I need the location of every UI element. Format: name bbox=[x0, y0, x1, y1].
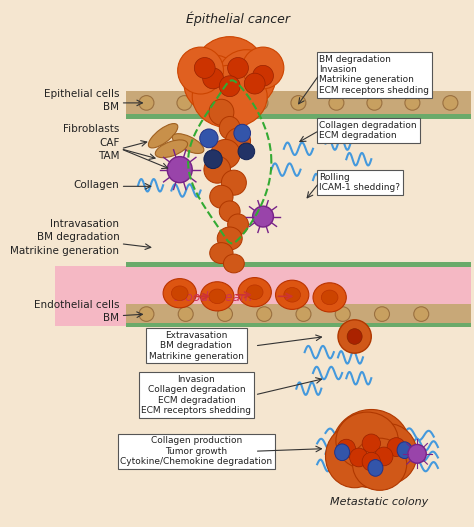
Text: Rolling
ICAM-1 shedding?: Rolling ICAM-1 shedding? bbox=[319, 173, 400, 192]
Ellipse shape bbox=[192, 65, 267, 128]
Ellipse shape bbox=[184, 55, 242, 112]
Ellipse shape bbox=[336, 412, 398, 470]
Ellipse shape bbox=[200, 129, 218, 148]
FancyBboxPatch shape bbox=[55, 326, 471, 524]
Text: Collagen degradation
ECM degradation: Collagen degradation ECM degradation bbox=[319, 121, 417, 140]
Ellipse shape bbox=[326, 425, 384, 487]
FancyBboxPatch shape bbox=[55, 266, 471, 326]
Ellipse shape bbox=[178, 47, 223, 94]
Ellipse shape bbox=[246, 285, 263, 299]
Text: Metastatic colony: Metastatic colony bbox=[330, 497, 429, 507]
Ellipse shape bbox=[219, 201, 240, 222]
Text: Invasion
Collagen degradation
ECM degradation
ECM receptors shedding: Invasion Collagen degradation ECM degrad… bbox=[141, 375, 251, 415]
Ellipse shape bbox=[215, 95, 230, 110]
Ellipse shape bbox=[210, 242, 233, 264]
Ellipse shape bbox=[329, 95, 344, 110]
Ellipse shape bbox=[350, 448, 368, 467]
Ellipse shape bbox=[244, 73, 265, 94]
Ellipse shape bbox=[234, 124, 251, 142]
Ellipse shape bbox=[172, 286, 188, 300]
Ellipse shape bbox=[139, 95, 154, 110]
Ellipse shape bbox=[209, 289, 226, 304]
Ellipse shape bbox=[194, 57, 215, 79]
Ellipse shape bbox=[218, 307, 232, 321]
Ellipse shape bbox=[362, 452, 381, 471]
Text: Extravasation
BM degradation
Matrikine generation: Extravasation BM degradation Matrikine g… bbox=[149, 331, 244, 361]
Text: Endothelial cells
BM: Endothelial cells BM bbox=[34, 300, 119, 323]
Ellipse shape bbox=[353, 438, 407, 490]
Text: Bloodstream: Bloodstream bbox=[173, 291, 253, 304]
Ellipse shape bbox=[347, 329, 362, 344]
Ellipse shape bbox=[321, 290, 338, 305]
Ellipse shape bbox=[219, 76, 240, 96]
Ellipse shape bbox=[443, 95, 458, 110]
Ellipse shape bbox=[155, 140, 188, 158]
Ellipse shape bbox=[210, 186, 233, 208]
FancyBboxPatch shape bbox=[126, 323, 471, 327]
Ellipse shape bbox=[374, 307, 390, 321]
Ellipse shape bbox=[209, 99, 234, 125]
Ellipse shape bbox=[284, 288, 301, 302]
Ellipse shape bbox=[228, 57, 248, 79]
Ellipse shape bbox=[217, 227, 242, 250]
Ellipse shape bbox=[362, 434, 381, 453]
Ellipse shape bbox=[217, 50, 275, 107]
Ellipse shape bbox=[178, 307, 193, 321]
Ellipse shape bbox=[201, 282, 234, 311]
Ellipse shape bbox=[242, 47, 284, 89]
Ellipse shape bbox=[204, 150, 222, 169]
Ellipse shape bbox=[408, 444, 426, 463]
Ellipse shape bbox=[167, 157, 192, 183]
FancyBboxPatch shape bbox=[126, 262, 471, 267]
Ellipse shape bbox=[238, 143, 255, 160]
Ellipse shape bbox=[387, 437, 405, 456]
Ellipse shape bbox=[275, 280, 309, 309]
Ellipse shape bbox=[219, 116, 240, 140]
Text: Épithelial cancer: Épithelial cancer bbox=[186, 11, 290, 26]
Ellipse shape bbox=[313, 283, 346, 312]
Ellipse shape bbox=[228, 214, 248, 235]
Ellipse shape bbox=[405, 95, 420, 110]
Ellipse shape bbox=[226, 128, 251, 154]
Ellipse shape bbox=[148, 123, 178, 148]
Ellipse shape bbox=[221, 170, 246, 195]
Ellipse shape bbox=[177, 95, 192, 110]
Ellipse shape bbox=[374, 447, 393, 466]
Ellipse shape bbox=[414, 307, 429, 321]
Ellipse shape bbox=[332, 409, 411, 487]
Ellipse shape bbox=[291, 95, 306, 110]
FancyBboxPatch shape bbox=[126, 114, 471, 119]
Ellipse shape bbox=[163, 279, 196, 308]
Ellipse shape bbox=[211, 140, 240, 169]
Ellipse shape bbox=[368, 460, 383, 476]
Ellipse shape bbox=[223, 254, 244, 273]
Ellipse shape bbox=[335, 307, 350, 321]
Ellipse shape bbox=[397, 442, 412, 458]
Ellipse shape bbox=[367, 95, 382, 110]
Ellipse shape bbox=[173, 134, 204, 153]
Text: Collagen production
Tumor growth
Cytokine/Chemokine degradation: Collagen production Tumor growth Cytokin… bbox=[120, 436, 273, 466]
Text: Intravasation
BM degradation
Matrikine generation: Intravasation BM degradation Matrikine g… bbox=[10, 219, 119, 256]
Text: BM degradation
Invasion
Matrikine generation
ECM receptors shedding: BM degradation Invasion Matrikine genera… bbox=[319, 55, 429, 95]
Ellipse shape bbox=[203, 68, 223, 89]
Ellipse shape bbox=[296, 307, 311, 321]
Text: Fibroblasts
CAF
TAM: Fibroblasts CAF TAM bbox=[63, 124, 119, 161]
Ellipse shape bbox=[257, 307, 272, 321]
Ellipse shape bbox=[337, 439, 356, 458]
Text: Collagen: Collagen bbox=[73, 180, 119, 190]
Ellipse shape bbox=[194, 37, 265, 104]
Ellipse shape bbox=[204, 156, 230, 183]
Text: Epithelial cells
BM: Epithelial cells BM bbox=[44, 89, 119, 112]
Ellipse shape bbox=[338, 320, 371, 353]
Ellipse shape bbox=[238, 278, 271, 307]
Ellipse shape bbox=[253, 65, 273, 86]
Ellipse shape bbox=[359, 424, 417, 484]
FancyBboxPatch shape bbox=[126, 304, 471, 325]
FancyBboxPatch shape bbox=[126, 91, 471, 115]
Ellipse shape bbox=[335, 444, 350, 461]
FancyBboxPatch shape bbox=[55, 3, 471, 274]
Ellipse shape bbox=[253, 206, 273, 227]
Ellipse shape bbox=[253, 95, 268, 110]
Ellipse shape bbox=[139, 307, 154, 321]
